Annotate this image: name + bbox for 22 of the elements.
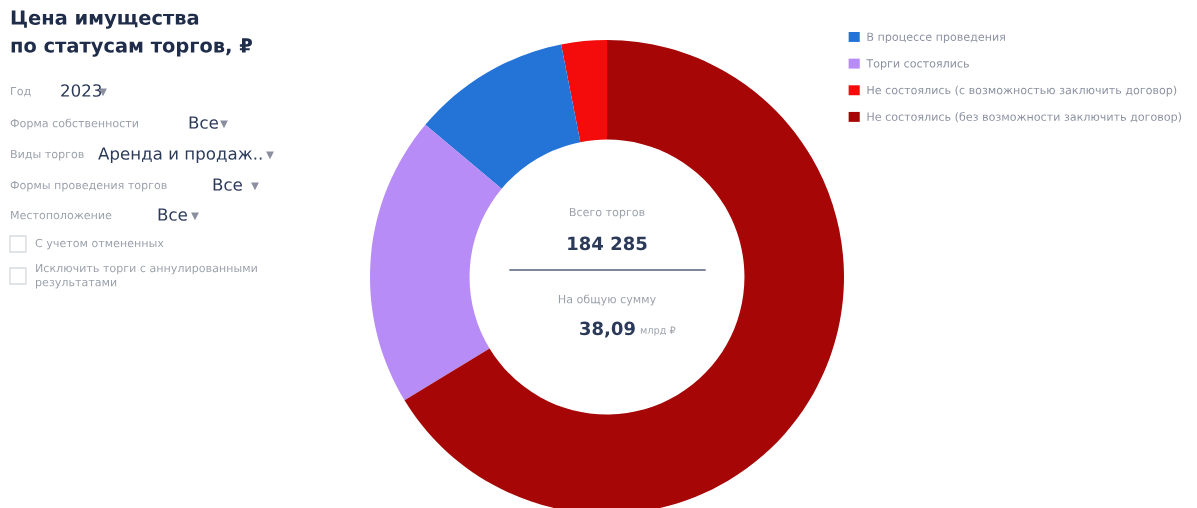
legend-label: Торги состоялись [866, 59, 969, 70]
text: Аренда и продаж.. [98, 147, 262, 164]
text: С учетом отмененных [35, 238, 164, 250]
text: 38,09 [580, 321, 635, 338]
text: Год [11, 86, 31, 97]
text: Местоположение [11, 210, 112, 220]
legend-label: Не состоялись (с возможностью заключить договор) [867, 85, 1177, 97]
legend-label: Не состоялись (без возможности заключить договор) [867, 112, 1182, 124]
text: Форма собственности [10, 118, 138, 130]
text: На общую сумму [558, 294, 656, 306]
text: 184 285 [568, 236, 647, 251]
text: Формы проведения торгов [10, 180, 167, 192]
text: Все [189, 116, 218, 129]
text: Виды торгов [11, 149, 84, 161]
text: Все [158, 208, 187, 221]
text: Исключить торги с аннулированными результатами [36, 263, 257, 289]
text: Всего торгов [569, 207, 645, 219]
text: 2023 [61, 84, 102, 97]
legend-label: В процессе проведения [867, 32, 1005, 44]
text: млрд ₽ [640, 326, 676, 336]
text: Цена имущества по статусам торгов, ₽ [11, 10, 252, 57]
text: Все [213, 178, 242, 191]
